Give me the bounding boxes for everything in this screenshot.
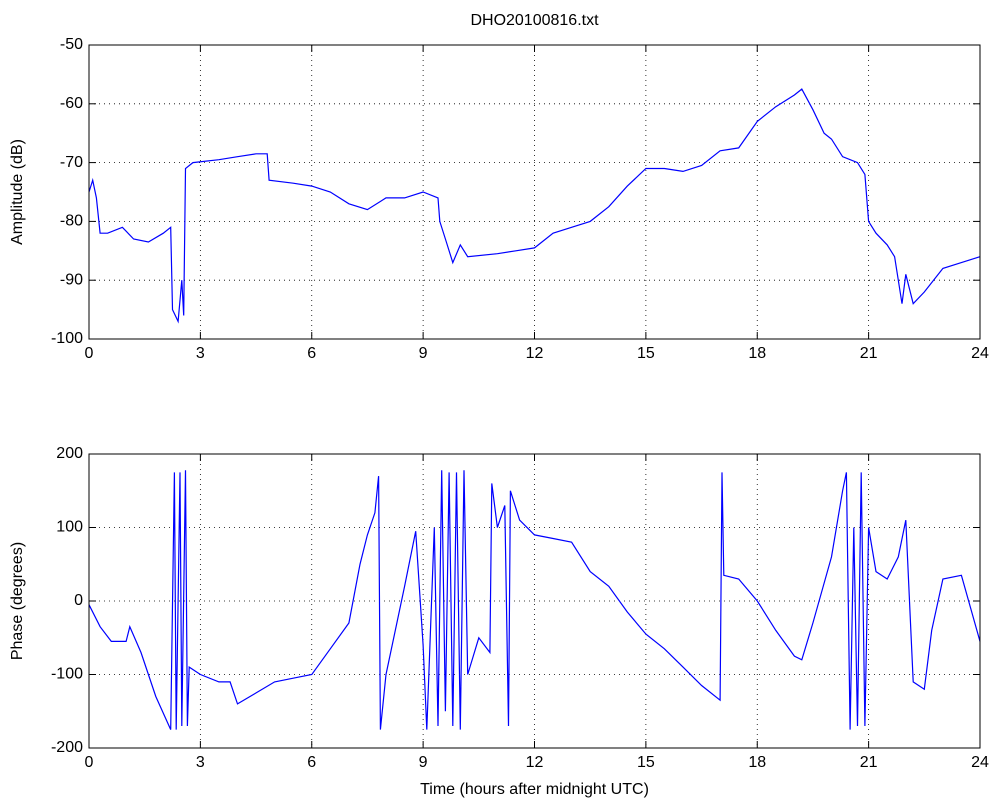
x-tick-label: 6 [307, 754, 316, 771]
x-tick-label: 0 [85, 345, 94, 362]
data-line [88, 88, 981, 324]
x-tick-label: 18 [748, 345, 766, 362]
x-tick-label: 9 [419, 754, 428, 771]
y-tick-label: -50 [60, 36, 83, 53]
x-tick-label: 12 [526, 754, 544, 771]
chart-title: DHO20100816.txt [470, 12, 599, 29]
x-tick-label: 3 [196, 754, 205, 771]
y-tick-label: 0 [74, 592, 83, 609]
x-tick-label: 21 [860, 754, 878, 771]
x-tick-label: 15 [637, 754, 655, 771]
y-tick-label: 100 [56, 519, 83, 536]
x-tick-label: 9 [419, 345, 428, 362]
x-tick-label: 21 [860, 345, 878, 362]
y-tick-label: -80 [60, 213, 83, 230]
x-tick-label: 12 [526, 345, 544, 362]
y-tick-label: -70 [60, 154, 83, 171]
y-tick-label: -100 [51, 666, 83, 683]
data-line [88, 470, 981, 730]
y-tick-label: -100 [51, 330, 83, 347]
x-tick-label: 18 [748, 754, 766, 771]
y-tick-label: -90 [60, 271, 83, 288]
x-tick-label: 3 [196, 345, 205, 362]
axes-box [88, 44, 981, 340]
x-tick-label: 0 [85, 754, 94, 771]
axes-box [88, 453, 981, 749]
x-tick-label: 15 [637, 345, 655, 362]
y-axis-label: Amplitude (dB) [9, 139, 26, 245]
x-tick-label: 24 [971, 754, 989, 771]
y-tick-label: -200 [51, 739, 83, 756]
x-tick-label: 24 [971, 345, 989, 362]
x-axis-label: Time (hours after midnight UTC) [420, 781, 649, 798]
x-tick-label: 6 [307, 345, 316, 362]
y-tick-label: -60 [60, 95, 83, 112]
y-tick-label: 200 [56, 445, 83, 462]
y-axis-label: Phase (degrees) [9, 542, 26, 660]
